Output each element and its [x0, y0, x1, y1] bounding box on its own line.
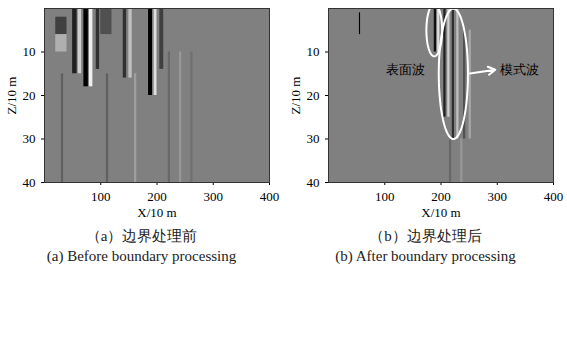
html-text:（b）边界处理后: （b）边界处理后: [369, 228, 482, 244]
svg-text:100: 100: [375, 189, 395, 204]
svg-text:10: 10: [307, 44, 320, 59]
svg-text:模式波: 模式波: [500, 62, 539, 77]
svg-text:10: 10: [23, 44, 36, 59]
svg-text:20: 20: [307, 88, 320, 103]
html-text:(b) After boundary processing: (b) After boundary processing: [335, 248, 516, 264]
svg-text:30: 30: [307, 131, 320, 146]
svg-text:Z/10 m: Z/10 m: [4, 77, 19, 115]
svg-text:20: 20: [23, 88, 36, 103]
svg-text:300: 300: [488, 189, 508, 204]
svg-text:200: 200: [431, 189, 451, 204]
svg-text:100: 100: [91, 189, 111, 204]
svg-text:X/10 m: X/10 m: [421, 205, 460, 220]
html-text:（a）边界处理前: （a）边界处理前: [85, 228, 198, 244]
svg-text:400: 400: [544, 189, 564, 204]
svg-text:表面波: 表面波: [386, 62, 425, 77]
svg-text:200: 200: [147, 189, 167, 204]
svg-text:X/10 m: X/10 m: [137, 205, 176, 220]
svg-text:40: 40: [23, 175, 36, 190]
svg-text:300: 300: [204, 189, 224, 204]
svg-text:40: 40: [307, 175, 320, 190]
svg-text:400: 400: [260, 189, 280, 204]
svg-text:Z/10 m: Z/10 m: [288, 77, 303, 115]
html-text:(a) Before boundary processing: (a) Before boundary processing: [46, 248, 237, 264]
svg-text:30: 30: [23, 131, 36, 146]
